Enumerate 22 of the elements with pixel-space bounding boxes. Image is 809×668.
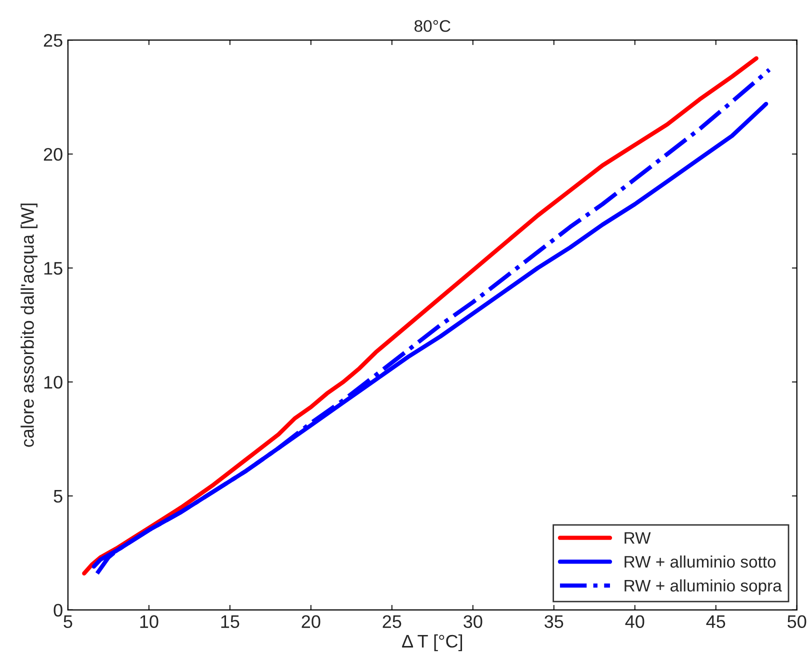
x-tick-label: 20	[302, 615, 320, 628]
x-tick-label: 30	[464, 615, 482, 628]
x-tick-label: 50	[788, 615, 806, 628]
x-tick-label: 15	[221, 615, 240, 628]
x-tick-label: 45	[706, 615, 726, 628]
x-tick-label: 40	[625, 615, 644, 628]
chart-title: 80°C	[414, 20, 450, 32]
y-tick-label: 15	[44, 262, 62, 275]
legend-label: RW + alluminio sopra	[624, 579, 782, 595]
y-axis-title: calore assorbito dall'acqua [W]	[20, 204, 38, 447]
y-tick-label: 20	[44, 148, 62, 161]
x-tick-label: 5	[64, 615, 72, 628]
x-tick-label: 25	[382, 615, 402, 628]
x-tick-label: 10	[140, 615, 158, 628]
legend-label: RW + alluminio sotto	[624, 555, 776, 568]
y-tick-label: 0	[54, 604, 62, 617]
y-tick-label: 25	[44, 34, 62, 47]
x-axis-title: Δ T [°C]	[402, 634, 462, 652]
y-tick-label: 10	[44, 376, 62, 389]
legend-label: RW	[624, 532, 651, 544]
x-tick-label: 35	[544, 615, 564, 628]
y-tick-label: 5	[54, 490, 62, 503]
